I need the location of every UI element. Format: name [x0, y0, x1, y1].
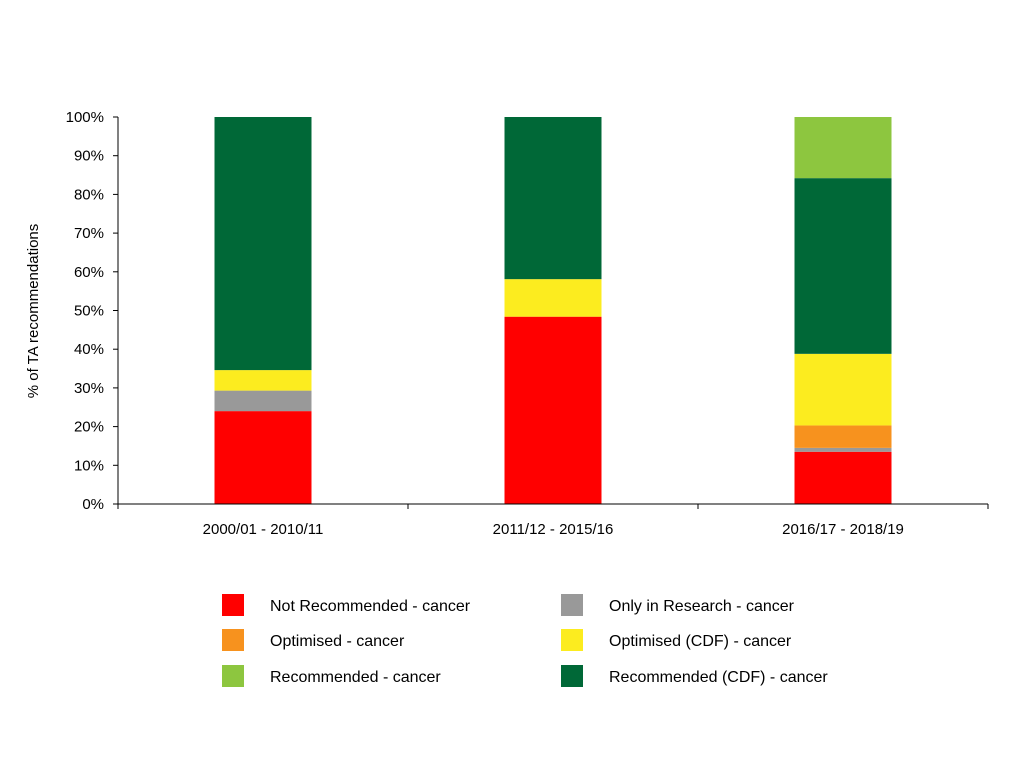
- y-tick-label: 90%: [74, 148, 104, 165]
- legend-item: Not Recommended - cancer: [222, 594, 471, 616]
- bar-segment: [794, 353, 892, 426]
- legend-label: Recommended (CDF) - cancer: [609, 669, 828, 686]
- plot-bars: [214, 117, 892, 504]
- legend-item: Only in Research - cancer: [561, 594, 795, 616]
- legend-swatch: [561, 594, 583, 616]
- bar-segment: [214, 390, 312, 412]
- bar-segment: [794, 117, 892, 179]
- y-ticks: 0% 10% 20% 30% 40% 50% 60% 70% 80% 90% 100%: [66, 109, 118, 513]
- legend-item: Recommended - cancer: [222, 665, 441, 687]
- x-ticks: 2000/01 - 2010/11 2011/12 - 2015/16 2016/1…: [117, 504, 989, 538]
- y-tick-label: 50%: [74, 303, 104, 320]
- y-tick-label: 40%: [74, 341, 104, 358]
- legend-label: Optimised - cancer: [270, 633, 405, 650]
- legend-swatch: [222, 665, 244, 687]
- y-axis-title: % of TA recommendations: [25, 224, 42, 399]
- bar-segment: [214, 411, 312, 504]
- x-tick-label: 2016/17 - 2018/19: [782, 521, 904, 538]
- legend-swatch: [561, 665, 583, 687]
- x-tick-label: 2000/01 - 2010/11: [203, 521, 324, 538]
- bar-segment: [794, 178, 892, 354]
- legend: Not Recommended - cancer Only in Research…: [222, 594, 828, 687]
- legend-item: Recommended (CDF) - cancer: [561, 665, 828, 687]
- legend-label: Optimised (CDF) - cancer: [609, 633, 792, 650]
- legend-item: Optimised (CDF) - cancer: [561, 629, 792, 651]
- bar-segment: [504, 279, 602, 317]
- legend-swatch: [222, 594, 244, 616]
- y-tick-label: 10%: [74, 457, 104, 474]
- y-tick-label: 70%: [74, 225, 104, 242]
- bar-segment: [794, 451, 892, 504]
- legend-label: Recommended - cancer: [270, 669, 441, 686]
- y-tick-label: 20%: [74, 419, 104, 436]
- legend-swatch: [222, 629, 244, 651]
- y-tick-label: 100%: [66, 109, 104, 126]
- legend-label: Not Recommended - cancer: [270, 598, 471, 615]
- y-tick-label: 60%: [74, 264, 104, 281]
- bar-segment: [504, 117, 602, 280]
- x-tick-label: 2011/12 - 2015/16: [493, 521, 614, 538]
- bar-segment: [214, 117, 312, 371]
- y-tick-label: 30%: [74, 380, 104, 397]
- bar-segment: [794, 447, 892, 452]
- y-tick-label: 80%: [74, 186, 104, 203]
- y-tick-label: 0%: [82, 496, 104, 513]
- bar-segment: [794, 425, 892, 448]
- bar-segment: [504, 316, 602, 504]
- legend-item: Optimised - cancer: [222, 629, 405, 651]
- bar-segment: [214, 370, 312, 391]
- legend-swatch: [561, 629, 583, 651]
- legend-label: Only in Research - cancer: [609, 598, 795, 615]
